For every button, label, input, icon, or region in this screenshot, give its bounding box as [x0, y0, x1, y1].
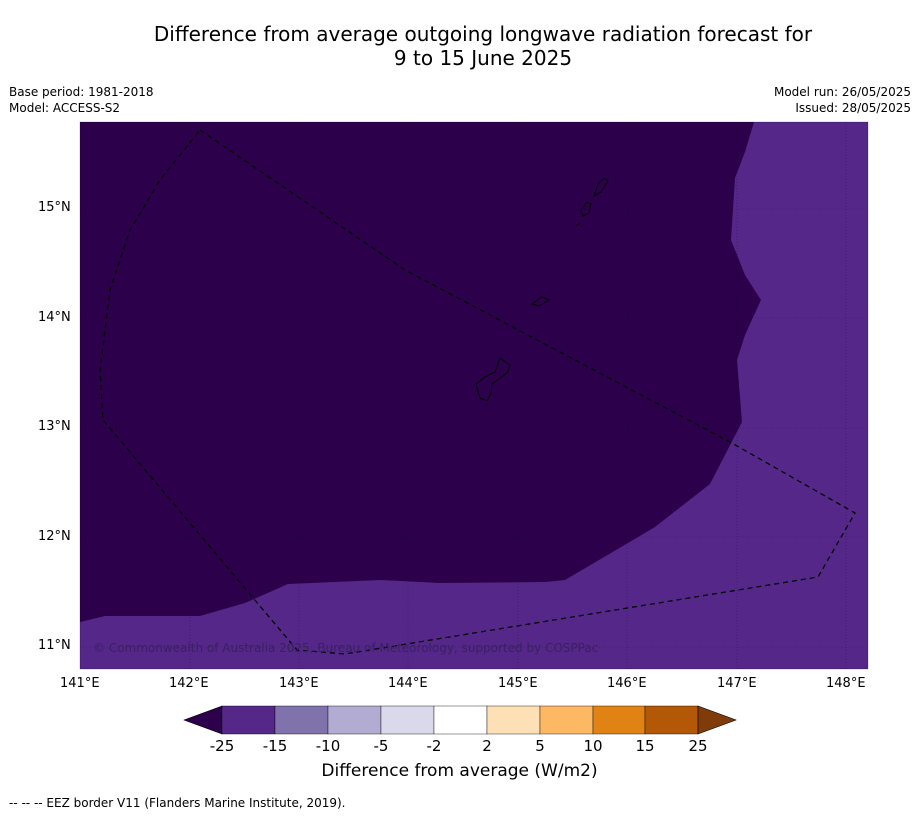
title-line-1: Difference from average outgoing longwav… — [153, 22, 813, 46]
lon-label-148e: 148°E — [826, 676, 866, 691]
model-run: Model run: 26/05/2025 — [773, 85, 911, 99]
model-name: Model: ACCESS-S2 — [9, 101, 121, 115]
lat-label-12n: 12°N — [38, 529, 71, 544]
copyright-notice: © Commonwealth of Australia 2025, Bureau… — [93, 641, 599, 655]
lat-label-14n: 14°N — [38, 310, 71, 325]
issued-date: Issued: 28/05/2025 — [795, 101, 911, 115]
base-period: Base period: 1981-2018 — [9, 85, 154, 99]
lat-label-11n: 11°N — [38, 638, 71, 653]
colorbar-tick: 2 — [482, 737, 492, 755]
lon-label-144e: 144°E — [388, 676, 428, 691]
lon-label-146e: 146°E — [607, 676, 647, 691]
colorbar-tick: 15 — [635, 737, 655, 755]
lon-label-147e: 147°E — [717, 676, 757, 691]
colorbar-bin-4 — [380, 705, 435, 735]
colorbar-tick: -2 — [426, 737, 442, 755]
lon-label-141e: 141°E — [60, 676, 100, 691]
colorbar-extend-low — [183, 705, 223, 735]
anomaly-region-moderate — [80, 122, 868, 669]
meta-left: Base period: 1981-2018 Model: ACCESS-S2 — [9, 84, 154, 116]
colorbar — [183, 705, 737, 735]
colorbar-bin-9 — [644, 705, 699, 735]
colorbar-bin-1 — [221, 705, 276, 735]
colorbar-tick: -25 — [209, 737, 235, 755]
colorbar-bin-6 — [486, 705, 541, 735]
lon-label-143e: 143°E — [279, 676, 319, 691]
island-saipan — [593, 177, 609, 198]
colorbar-label: Difference from average (W/m2) — [321, 761, 598, 781]
colorbar-tick: -5 — [373, 737, 389, 755]
colorbar-bin-7 — [539, 705, 594, 735]
eez-footnote: -- -- -- EEZ border V11 (Flanders Marine… — [9, 796, 346, 810]
title-line-2: 9 to 15 June 2025 — [393, 46, 573, 70]
lat-label-15n: 15°N — [38, 200, 71, 215]
colorbar-bin-5 — [433, 705, 488, 735]
lon-label-142e: 142°E — [169, 676, 209, 691]
lat-label-13n: 13°N — [38, 419, 71, 434]
island-aguijan — [575, 222, 581, 227]
colorbar-tick: 10 — [583, 737, 603, 755]
island-rota — [530, 296, 551, 307]
map-frame — [79, 121, 869, 670]
colorbar-tick: 25 — [688, 737, 708, 755]
lon-label-145e: 145°E — [498, 676, 538, 691]
colorbar-bin-2 — [274, 705, 329, 735]
island-tinian — [580, 201, 592, 217]
island-guam — [475, 357, 511, 402]
colorbar-extend-high — [697, 705, 737, 735]
meta-right: Model run: 26/05/2025 Issued: 28/05/2025 — [774, 84, 911, 116]
islands — [475, 177, 609, 402]
eez-border — [99, 129, 856, 655]
colorbar-bin-3 — [327, 705, 382, 735]
colorbar-tick: 5 — [535, 737, 545, 755]
gridlines — [80, 122, 868, 669]
map-title: Difference from average outgoing longwav… — [0, 22, 919, 70]
colorbar-tick: -15 — [262, 737, 288, 755]
colorbar-bin-8 — [592, 705, 646, 735]
colorbar-tick: -10 — [315, 737, 341, 755]
